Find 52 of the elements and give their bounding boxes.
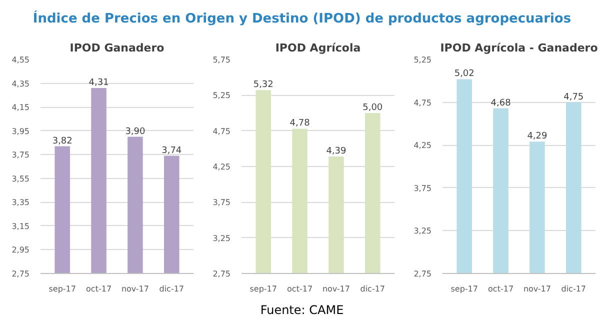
y-tick-label: 2,75 [12, 270, 30, 278]
y-tick-label: 4,25 [212, 162, 230, 172]
x-tick-label: nov-17 [121, 284, 149, 294]
data-label: 5,32 [253, 80, 274, 90]
x-tick-label: sep-17 [48, 284, 76, 294]
data-label: 3,82 [52, 136, 72, 146]
y-tick-label: 2,95 [12, 246, 30, 255]
y-tick-label: 3,25 [212, 234, 230, 243]
text: Índice de Precios en Origen y Destino (IPOD) de productos agropecuarios [32, 10, 572, 27]
y-tick-label: 4,55 [12, 56, 30, 64]
chart-title: IPOD Ganadero [70, 42, 165, 54]
y-tick-label: 3,25 [414, 226, 432, 236]
x-tick-label: oct-17 [488, 284, 514, 294]
y-tick-label: 2,75 [414, 270, 432, 278]
y-tick-label: 5,25 [414, 56, 432, 64]
y-tick-label: 5,75 [212, 56, 230, 64]
data-label: 3,74 [162, 146, 182, 156]
x-tick-label: sep-17 [250, 284, 277, 294]
chart-title: IPOD Agrícola [275, 42, 361, 54]
data-label: 5,00 [362, 103, 383, 113]
data-label: 4,39 [326, 146, 347, 157]
data-label: 5,02 [454, 69, 474, 80]
y-tick-label: 5,25 [212, 91, 230, 100]
x-tick-label: nov-17 [322, 284, 350, 294]
x-tick-label: dic-17 [561, 284, 586, 294]
y-tick-label: 3,55 [12, 174, 30, 184]
data-label: 4,78 [290, 118, 310, 129]
chart-title: IPOD Agrícola - Ganadero [440, 42, 598, 54]
y-tick-label: 3,35 [12, 198, 30, 208]
y-tick-label: 4,35 [12, 79, 30, 88]
x-tick-label: dic-17 [360, 284, 386, 294]
data-label: 4,31 [88, 78, 109, 88]
data-label: 3,90 [125, 126, 146, 137]
x-tick-label: oct-17 [86, 284, 112, 294]
y-tick-label: 4,75 [212, 126, 230, 136]
x-tick-label: nov-17 [523, 284, 551, 294]
y-tick-label: 4,15 [12, 103, 30, 112]
y-tick-label: 2,75 [212, 270, 230, 278]
data-label: 4,68 [490, 98, 512, 108]
y-tick-label: 3,75 [12, 150, 30, 160]
x-tick-label: sep-17 [450, 284, 478, 294]
y-tick-label: 3,95 [12, 126, 30, 136]
x-tick-label: dic-17 [159, 284, 184, 294]
source-note: Fuente: CAME [260, 303, 344, 318]
y-tick-label: 4,75 [414, 98, 432, 108]
y-tick-label: 3,15 [12, 222, 30, 231]
y-tick-label: 3,75 [414, 184, 432, 193]
data-label: 4,29 [527, 132, 548, 142]
y-tick-label: 3,75 [212, 198, 230, 208]
data-label: 4,75 [564, 92, 584, 102]
x-tick-label: oct-17 [287, 284, 313, 294]
y-tick-label: 4,25 [414, 141, 432, 150]
